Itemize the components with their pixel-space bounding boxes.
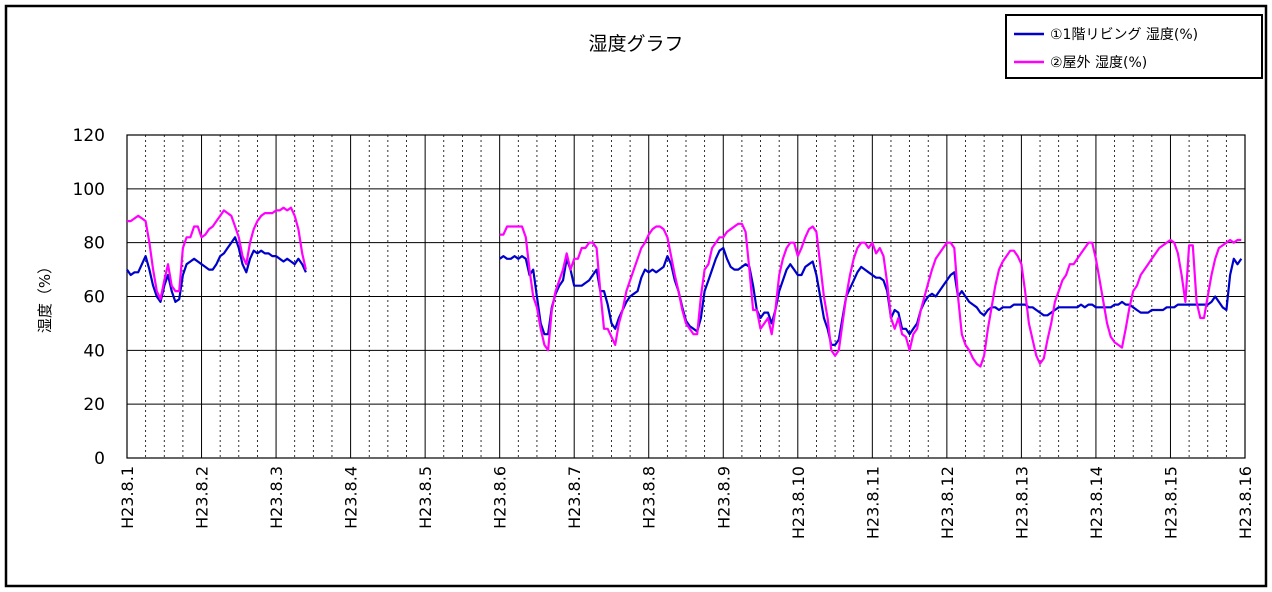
- y-tick-label: 40: [83, 341, 105, 361]
- legend: ①1階リビング 湿度(%) ②屋外 湿度(%): [1005, 14, 1263, 79]
- x-tick-label: H23.8.14: [1087, 466, 1106, 539]
- x-tick-label: H23.8.7: [565, 466, 584, 529]
- series-line-outdoor: [499, 222, 1242, 368]
- y-tick-label: 20: [83, 395, 105, 415]
- x-tick-label: H23.8.15: [1161, 466, 1180, 539]
- x-tick-label: H23.8.12: [938, 466, 957, 539]
- x-tick-label: H23.8.9: [714, 466, 733, 529]
- series-line-living-room: [126, 236, 307, 303]
- plot-border: [126, 134, 1246, 459]
- y-tick-label: 60: [83, 288, 105, 308]
- y-axis-ticks: 0 20 40 60 80 100 120: [73, 126, 105, 469]
- y-tick-label: 0: [94, 449, 105, 469]
- series-layer: [126, 206, 1243, 368]
- x-tick-label: H23.8.3: [267, 466, 286, 529]
- legend-label-living-room: ①1階リビング 湿度(%): [1050, 27, 1198, 43]
- y-axis-label: 湿度（%）: [36, 259, 54, 333]
- series-line-outdoor: [127, 206, 307, 301]
- chart-title: 湿度グラフ: [588, 33, 683, 55]
- x-tick-label: H23.8.1: [118, 466, 137, 529]
- x-tick-label: H23.8.5: [416, 466, 435, 529]
- x-tick-label: H23.8.13: [1012, 466, 1031, 539]
- x-axis-ticks: H23.8.1 H23.8.2 H23.8.3 H23.8.4 H23.8.5 H23.8…: [118, 466, 1255, 539]
- x-tick-label: H23.8.10: [789, 466, 808, 539]
- x-tick-label: H23.8.11: [863, 466, 882, 539]
- x-tick-label: H23.8.2: [193, 466, 212, 529]
- x-tick-label: H23.8.6: [491, 466, 510, 529]
- legend-box: [1005, 14, 1263, 79]
- x-tick-label: H23.8.16: [1236, 466, 1255, 539]
- y-tick-label: 120: [73, 126, 105, 146]
- legend-label-outdoor: ②屋外 湿度(%): [1050, 55, 1147, 71]
- x-tick-label: H23.8.8: [640, 466, 659, 529]
- plot-area: [126, 134, 1246, 459]
- x-tick-label: H23.8.4: [342, 466, 361, 529]
- y-tick-label: 80: [83, 234, 105, 254]
- y-tick-label: 100: [73, 180, 105, 200]
